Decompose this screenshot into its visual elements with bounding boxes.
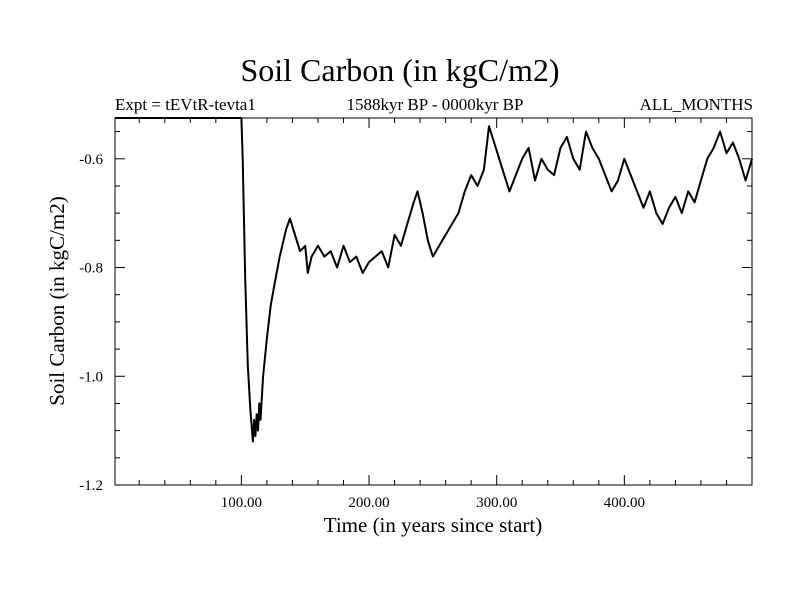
y-tick-label: -1.2 <box>79 478 103 494</box>
y-minor-ticks <box>115 131 752 459</box>
x-axis-label: Time (in years since start) <box>324 513 543 537</box>
y-axis-label: Soil Carbon (in kgC/m2) <box>45 196 69 405</box>
x-tick-label: 200.00 <box>348 495 389 511</box>
chart-subtitle-right: ALL_MONTHS <box>639 95 753 114</box>
plot-area-frame <box>114 117 753 486</box>
x-minor-ticks <box>138 118 727 485</box>
chart-title: Soil Carbon (in kgC/m2) <box>240 52 560 88</box>
x-tick-label: 300.00 <box>476 495 517 511</box>
chart-subtitle-left: Expt = tEVtR-tevta1 <box>115 95 256 114</box>
x-tick-labels: 100.00 200.00 300.00 400.00 <box>221 495 645 511</box>
x-major-ticks <box>240 118 625 485</box>
series-line-soil-carbon <box>115 117 753 443</box>
y-tick-label: -1.0 <box>79 369 103 385</box>
y-tick-label: -0.8 <box>79 261 103 277</box>
x-tick-label: 100.00 <box>221 495 262 511</box>
x-tick-label: 400.00 <box>604 495 645 511</box>
y-tick-label: -0.6 <box>79 152 103 168</box>
y-tick-labels: -1.2 -1.0 -0.8 -0.6 <box>79 152 103 494</box>
y-major-ticks <box>115 158 752 486</box>
chart-subtitle-center: 1588kyr BP - 0000kyr BP <box>346 95 524 114</box>
